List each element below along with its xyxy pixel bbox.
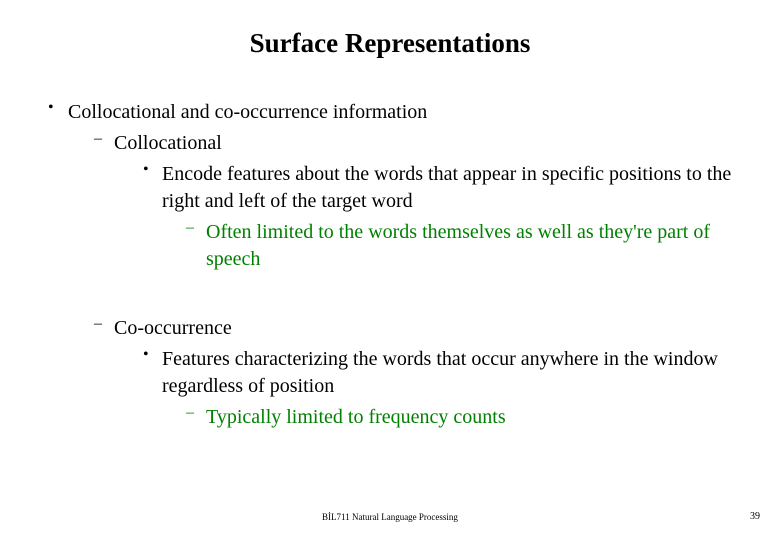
bullet-text: Collocational and co-occurrence informat… [68,101,427,123]
page-number: 39 [750,511,760,522]
bullet-text-accent: Often limited to the words themselves as… [206,221,710,270]
list-item: Co-occurrence Features characterizing th… [94,315,750,431]
slide-content: Collocational and co-occurrence informat… [30,99,750,431]
list-item: Collocational Encode features about the … [94,130,750,273]
bullet-level-2: Collocational Encode features about the … [68,130,750,273]
bullet-level-4: Typically limited to frequency counts [162,404,750,431]
bullet-level-1: Collocational and co-occurrence informat… [30,99,750,431]
slide: Surface Representations Collocational an… [0,0,780,540]
bullet-text-accent: Typically limited to frequency counts [206,406,506,428]
list-item: Encode features about the words that app… [140,161,750,273]
slide-title: Surface Representations [30,28,750,59]
list-item: Features characterizing the words that o… [140,346,750,431]
bullet-level-4: Often limited to the words themselves as… [162,219,750,273]
bullet-text: Encode features about the words that app… [162,163,731,212]
bullet-text: Features characterizing the words that o… [162,348,718,397]
footer-course-label: BİL711 Natural Language Processing [0,512,780,522]
list-item: Collocational and co-occurrence informat… [48,99,750,431]
bullet-level-3: Encode features about the words that app… [114,161,750,273]
list-item: Often limited to the words themselves as… [186,219,750,273]
bullet-level-3: Features characterizing the words that o… [114,346,750,431]
list-item: Typically limited to frequency counts [186,404,750,431]
bullet-text: Collocational [114,132,222,154]
bullet-level-2: Co-occurrence Features characterizing th… [68,315,750,431]
bullet-text: Co-occurrence [114,317,232,339]
spacer [68,277,750,311]
